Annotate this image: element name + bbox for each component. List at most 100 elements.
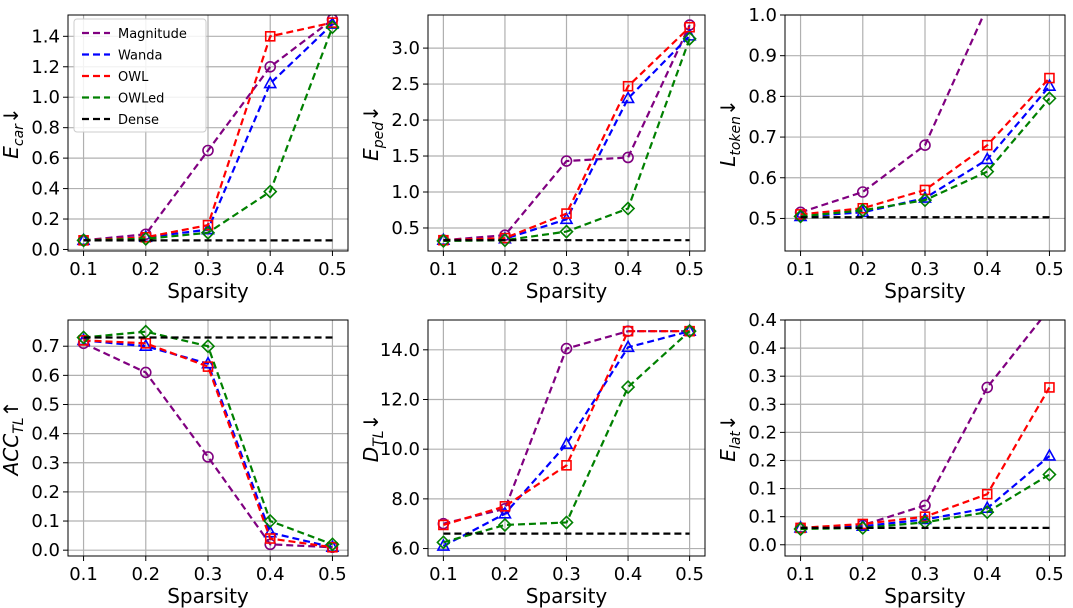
data-point xyxy=(620,379,636,395)
series-line xyxy=(442,330,690,548)
chart-panel-2: 0.5 1.0 1.5 2.0 2.5 3.0 0.1 0.2 0.3 0.4 0.5 Sparsit… xyxy=(359,14,706,303)
data-point xyxy=(682,31,697,46)
series-line xyxy=(83,339,333,549)
data-point xyxy=(919,139,931,152)
y-tick-label: 0.5 xyxy=(748,208,777,229)
x-tick-label: 0.2 xyxy=(848,259,877,280)
data-point xyxy=(498,506,512,519)
data-point xyxy=(264,533,276,544)
y-tick-label: 0.0 xyxy=(31,540,60,561)
data-point xyxy=(78,335,89,346)
data-point xyxy=(559,436,574,450)
plot-area xyxy=(793,2,1057,224)
data-point xyxy=(263,75,278,89)
data-point xyxy=(76,330,91,345)
y-tick-label: 0.4 xyxy=(31,424,60,445)
y-tick-label: 0.1 xyxy=(748,479,777,500)
data-point xyxy=(1044,304,1054,314)
x-tick-label: 0.2 xyxy=(491,259,520,280)
series-line xyxy=(800,77,1051,216)
x-tick-label: 0.5 xyxy=(318,259,347,280)
data-point xyxy=(621,90,635,104)
data-point xyxy=(138,338,153,352)
chart-panel-4: 0.0 0.1 0.2 0.3 0.4 0.5 0.6 0.7 0.1 0.2 0.3 0.4 0.5 S… xyxy=(0,319,349,608)
x-tick-label: 0.2 xyxy=(131,259,160,280)
series-line xyxy=(800,455,1051,530)
series-line xyxy=(443,26,691,242)
series-line xyxy=(800,97,1051,218)
x-tick-label: 0.3 xyxy=(911,259,940,280)
data-point xyxy=(855,203,870,218)
x-tick-label: 0.1 xyxy=(69,564,98,585)
x-tick-label: 0.5 xyxy=(1035,564,1064,585)
y-tick-label: 0.0 xyxy=(31,239,60,260)
y-tick-label: 0.2 xyxy=(748,450,777,471)
x-tick-label: 0.3 xyxy=(194,259,223,280)
chart-panel-3: 0.5 0.6 0.7 0.8 0.9 1.0 0.1 0.2 0.3 0.4 0.5 Sparsit… xyxy=(716,2,1066,303)
data-point xyxy=(919,511,931,522)
legend-box xyxy=(73,18,207,133)
data-point xyxy=(436,233,451,249)
data-point xyxy=(793,209,808,224)
series-magnitude xyxy=(794,2,992,219)
data-point xyxy=(263,513,278,529)
data-point xyxy=(622,80,634,92)
series-line xyxy=(83,330,333,546)
y-tick-label: 0.1 xyxy=(31,511,60,532)
data-point xyxy=(1042,91,1057,106)
y-tick-label: 0.4 xyxy=(748,310,777,331)
x-tick-label: 0.5 xyxy=(675,564,704,585)
y-axis-label: DTL↓ xyxy=(359,414,387,463)
data-point xyxy=(139,366,152,379)
data-point xyxy=(561,208,572,219)
plot-area xyxy=(793,304,1057,537)
data-point xyxy=(497,233,513,248)
data-point xyxy=(919,499,931,512)
y-tick-label: 0.3 xyxy=(748,394,777,415)
data-point xyxy=(982,2,992,12)
series-owled xyxy=(76,20,340,248)
x-tick-label: 0.3 xyxy=(194,564,223,585)
y-tick-label: 1.0 xyxy=(748,5,777,26)
y-tick-label: 0.4 xyxy=(31,179,60,200)
series-line xyxy=(443,38,691,243)
series-owled xyxy=(436,324,697,550)
legend-label: OWLed xyxy=(118,92,164,107)
series-line xyxy=(83,18,334,242)
chart-panel-5: 6.0 8.0 10.0 12.0 14.0 0.1 0.2 0.3 0.4 0.5 Sparsit… xyxy=(359,319,706,608)
axes-frame xyxy=(67,319,349,557)
legend-item-dense: Dense xyxy=(82,113,159,128)
y-tick-label: 2.5 xyxy=(391,74,420,95)
data-point xyxy=(560,155,573,167)
data-point xyxy=(980,151,995,165)
data-point xyxy=(138,231,153,246)
data-point xyxy=(559,515,574,530)
y-tick-label: 12.0 xyxy=(380,389,420,410)
x-tick-label: 0.4 xyxy=(614,259,643,280)
data-point xyxy=(1042,78,1057,92)
y-tick-label: 0.2 xyxy=(31,209,60,230)
x-tick-label: 0.1 xyxy=(429,564,458,585)
legend: Magnitude Wanda OWL OWLed Dense xyxy=(73,18,207,133)
y-tick-label: 6.0 xyxy=(391,539,420,560)
series-line xyxy=(800,15,985,214)
data-point xyxy=(856,186,869,198)
series-line xyxy=(443,35,691,242)
data-point xyxy=(200,225,216,240)
y-tick-label: 1.2 xyxy=(31,57,60,78)
y-tick-label: 3.0 xyxy=(391,38,420,59)
x-tick-label: 0.4 xyxy=(256,259,285,280)
axes-frame xyxy=(784,319,1066,557)
data-point xyxy=(981,139,993,151)
legend-label: OWL xyxy=(118,70,149,85)
x-tick-label: 0.4 xyxy=(614,564,643,585)
axes-frame xyxy=(784,14,1066,252)
legend-label: Wanda xyxy=(118,49,162,64)
data-point xyxy=(560,342,573,355)
plot-area xyxy=(76,15,340,248)
series-line xyxy=(83,21,333,242)
data-point xyxy=(857,518,869,530)
series-line xyxy=(800,85,1051,218)
y-tick-label: 14.0 xyxy=(380,340,420,361)
y-tick-label: 0.7 xyxy=(748,127,777,148)
